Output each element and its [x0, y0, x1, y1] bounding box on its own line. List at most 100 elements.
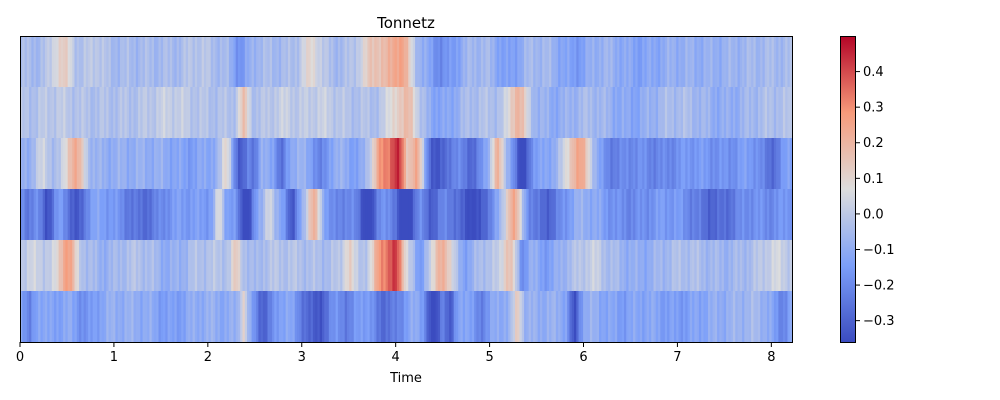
heatmap-cell: [113, 87, 116, 139]
heatmap-cell: [576, 36, 580, 88]
heatmap-cell: [40, 36, 44, 88]
heatmap-cell: [608, 240, 611, 292]
heatmap-cell: [369, 291, 373, 343]
heatmap-cell: [501, 36, 505, 88]
heatmap-cell: [433, 36, 437, 88]
heatmap-cell: [319, 138, 323, 190]
heatmap-cell: [108, 138, 112, 190]
heatmap-cell: [528, 36, 532, 88]
heatmap-cell: [183, 138, 187, 190]
heatmap-cell: [465, 87, 468, 139]
heatmap-cell: [453, 291, 457, 343]
heatmap-cell: [29, 189, 32, 241]
heatmap-cell: [376, 240, 380, 292]
heatmap-cell: [292, 138, 296, 190]
heatmap-cell: [35, 138, 39, 190]
heatmap-cell: [469, 291, 473, 343]
heatmap-cell: [101, 138, 105, 190]
heatmap-cell: [442, 240, 446, 292]
heatmap-cell: [415, 36, 418, 88]
heatmap-cell: [621, 189, 625, 241]
heatmap-cell: [576, 87, 580, 139]
heatmap-cell: [340, 138, 344, 190]
heatmap-cell: [689, 291, 693, 343]
heatmap-cell: [181, 240, 185, 292]
heatmap-cell: [113, 138, 116, 190]
heatmap-cell: [744, 240, 748, 292]
heatmap-cell: [480, 36, 484, 88]
heatmap-cell: [539, 189, 543, 241]
heatmap-cell: [560, 138, 564, 190]
heatmap-cell: [253, 189, 257, 241]
heatmap-cell: [390, 138, 393, 190]
heatmap-cell: [490, 291, 493, 343]
heatmap-cell: [449, 87, 453, 139]
heatmap-cell: [183, 189, 187, 241]
heatmap-cell: [594, 189, 598, 241]
heatmap-cell: [97, 291, 101, 343]
heatmap-cell: [201, 240, 205, 292]
heatmap-cell: [753, 291, 757, 343]
heatmap-cell: [326, 138, 330, 190]
heatmap-cell: [648, 36, 652, 88]
heatmap-cell: [133, 87, 137, 139]
heatmap-cell: [771, 36, 775, 88]
heatmap-cell: [721, 240, 725, 292]
heatmap-cell: [449, 240, 453, 292]
heatmap-cell: [569, 87, 573, 139]
heatmap-cell: [476, 36, 480, 88]
heatmap-cell: [272, 87, 275, 139]
heatmap-cell: [58, 36, 62, 88]
heatmap-cell: [403, 240, 407, 292]
heatmap-cell: [599, 189, 602, 241]
heatmap-cell: [549, 36, 552, 88]
heatmap-cell: [51, 240, 55, 292]
heatmap-cell: [69, 36, 73, 88]
heatmap-cell: [537, 291, 541, 343]
heatmap-cell: [217, 138, 221, 190]
heatmap-cell: [746, 189, 750, 241]
heatmap-cell: [651, 291, 655, 343]
heatmap-cell: [626, 240, 630, 292]
heatmap-cell: [503, 240, 507, 292]
heatmap-cell: [526, 189, 530, 241]
heatmap-cell: [190, 189, 194, 241]
heatmap-cell: [642, 138, 646, 190]
heatmap-cell: [119, 189, 123, 241]
heatmap-cell: [646, 138, 650, 190]
heatmap-cell: [403, 189, 407, 241]
heatmap-cell: [683, 189, 686, 241]
heatmap-cell: [163, 189, 166, 241]
heatmap-cell: [585, 291, 589, 343]
heatmap-cell: [558, 189, 561, 241]
heatmap-cell: [219, 87, 223, 139]
heatmap-cell: [769, 291, 773, 343]
heatmap-cell: [505, 189, 509, 241]
heatmap-cell: [135, 189, 139, 241]
heatmap-cell: [717, 291, 720, 343]
heatmap-cell: [496, 240, 500, 292]
heatmap-cell: [764, 87, 768, 139]
heatmap-cell: [467, 189, 471, 241]
heatmap-cell: [260, 138, 264, 190]
heatmap-cell: [635, 36, 639, 88]
heatmap-cell: [651, 87, 655, 139]
heatmap-cell: [110, 87, 114, 139]
heatmap-cell: [603, 189, 607, 241]
heatmap-cell: [560, 87, 564, 139]
heatmap-cell: [419, 36, 423, 88]
heatmap-cell: [789, 291, 793, 343]
heatmap-cell: [213, 189, 216, 241]
heatmap-cell: [587, 240, 591, 292]
heatmap-cell: [178, 240, 182, 292]
heatmap-cell: [38, 36, 42, 88]
heatmap-cell: [735, 87, 739, 139]
heatmap-cell: [469, 36, 473, 88]
heatmap-cell: [178, 36, 182, 88]
heatmap-cell: [237, 36, 241, 88]
heatmap-cell: [662, 291, 666, 343]
heatmap-cell: [576, 291, 580, 343]
heatmap-cell: [467, 36, 471, 88]
heatmap-cell: [701, 240, 705, 292]
heatmap-cell: [88, 36, 91, 88]
